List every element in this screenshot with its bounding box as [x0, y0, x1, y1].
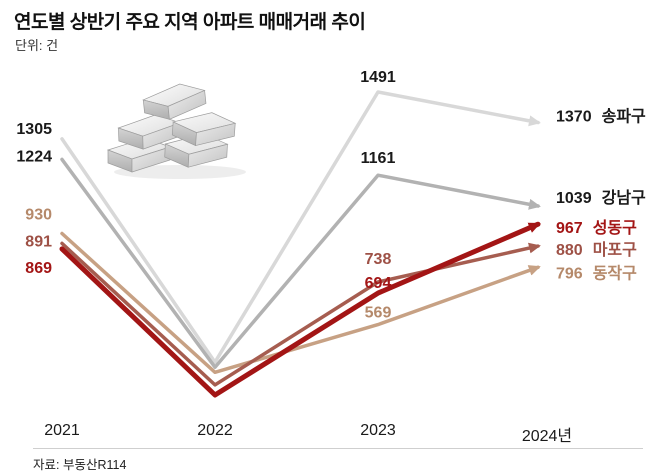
value-label-마포구: 891: [25, 233, 52, 250]
unit-label: 단위: 건: [15, 38, 59, 53]
value-label-성동구: 869: [25, 260, 52, 277]
end-label-성동구: 967 성동구: [556, 219, 637, 237]
value-label-송파구: 1491: [360, 69, 396, 86]
value-label-성동구: 694: [365, 275, 392, 292]
x-axis-label-2022: 2022: [197, 422, 233, 439]
trend-line-송파구: [60, 90, 541, 364]
value-label-마포구: 738: [365, 251, 392, 268]
ingot-shadow: [114, 165, 246, 179]
value-label-송파구: 1305: [16, 121, 52, 138]
end-label-마포구: 880 마포구: [556, 241, 637, 259]
footer-divider: [33, 448, 643, 449]
end-label-강남구: 1039 강남구: [556, 189, 646, 207]
x-axis-label-2023: 2023: [360, 422, 396, 439]
value-label-강남구: 1161: [361, 150, 396, 167]
silver-bars-illustration: [107, 81, 246, 179]
value-label-동작구: 930: [25, 207, 52, 224]
value-label-강남구: 1224: [16, 148, 52, 165]
trend-line-성동구: [59, 221, 541, 398]
source-note: 자료: 부동산R114: [33, 458, 127, 472]
trend-line-마포구: [60, 241, 541, 387]
value-label-동작구: 569: [365, 305, 392, 322]
end-label-송파구: 1370 송파구: [556, 108, 646, 126]
x-axis-label-2021: 2021: [44, 422, 80, 439]
end-label-동작구: 796 동작구: [556, 264, 637, 282]
page-title: 연도별 상반기 주요 지역 아파트 매매거래 추이: [14, 12, 366, 33]
trend-line-강남구: [60, 157, 541, 369]
x-axis-label-2024: 2024년: [521, 428, 573, 445]
trend-line-동작구: [60, 231, 541, 375]
